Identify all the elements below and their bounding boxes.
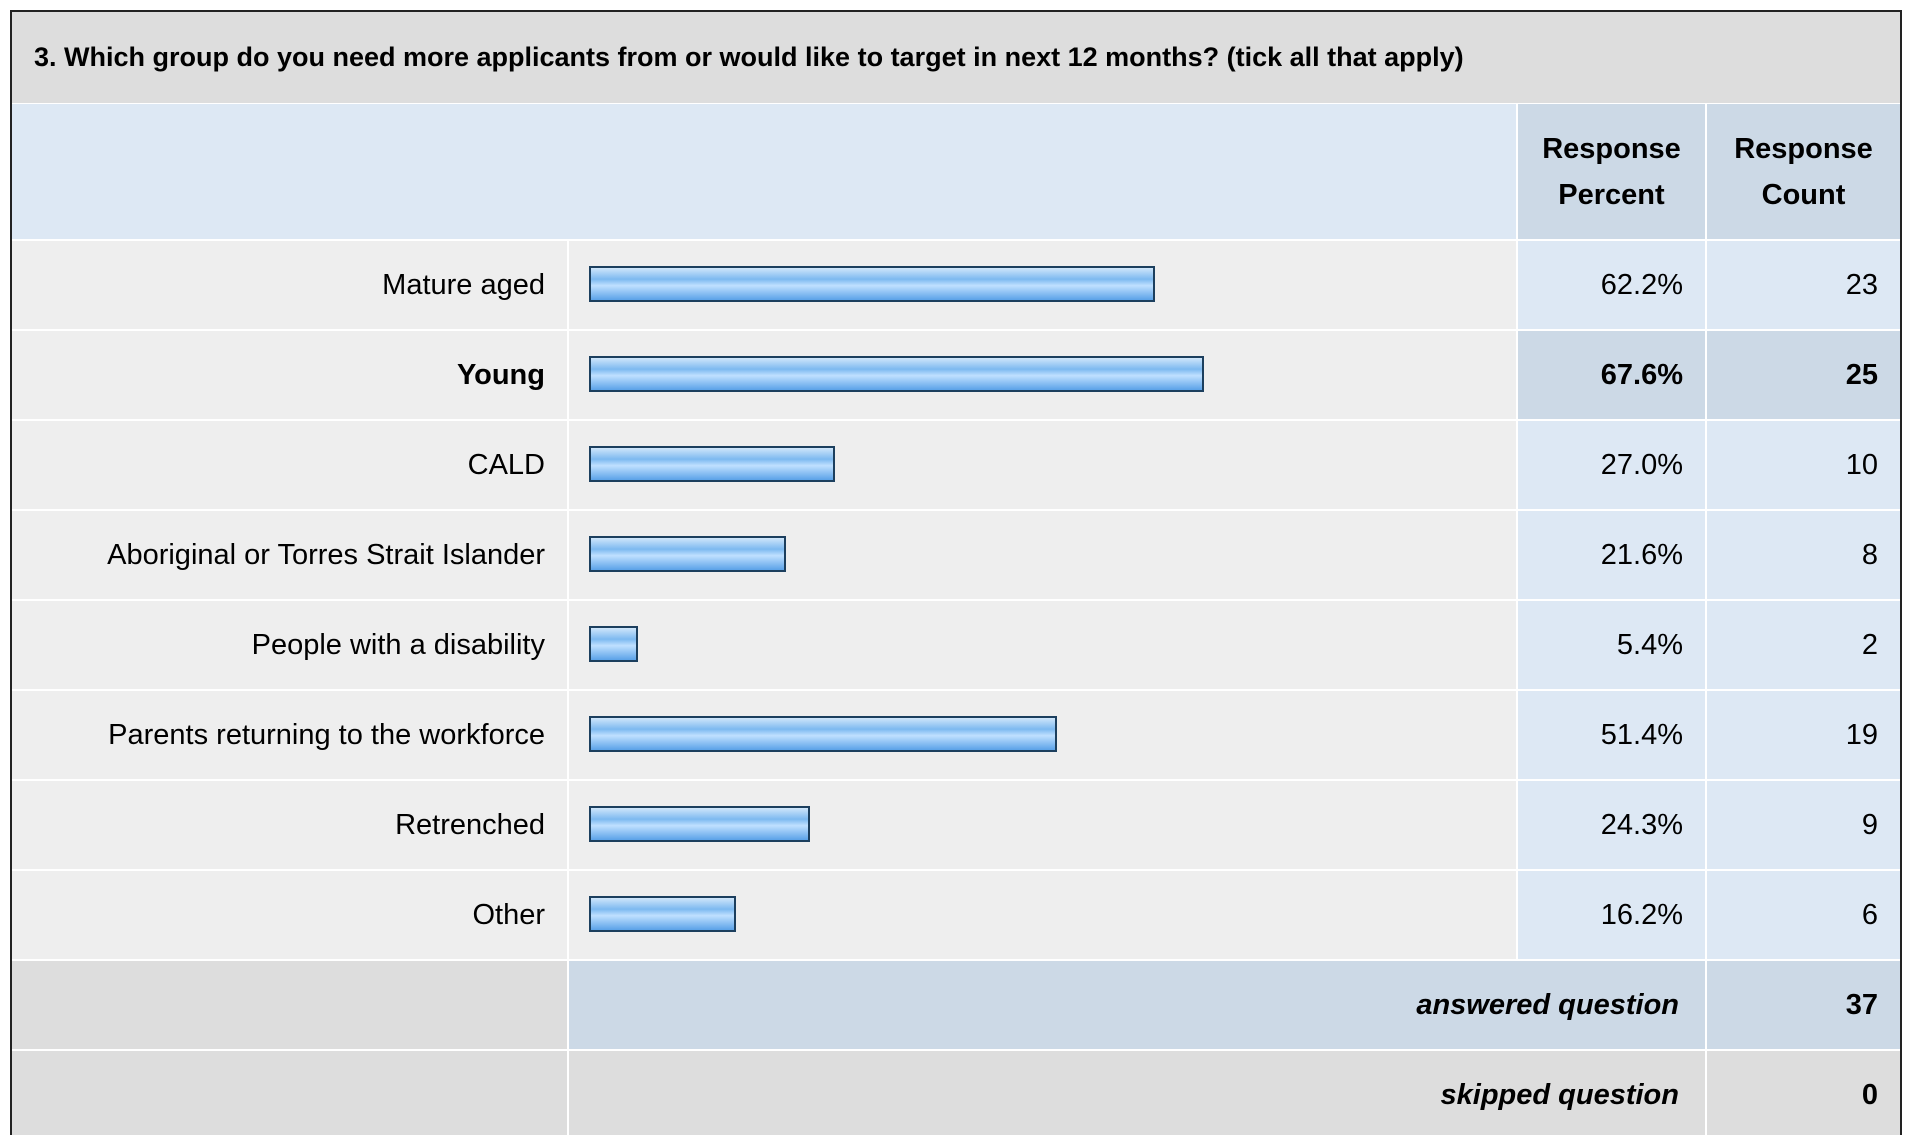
- row-label: People with a disability: [12, 599, 567, 689]
- header-blank: [12, 104, 1516, 239]
- response-count: 19: [1705, 689, 1900, 779]
- response-count: 25: [1705, 329, 1900, 419]
- column-header: Response Percent: [1516, 104, 1705, 239]
- bar: [589, 716, 1057, 752]
- bar: [589, 626, 639, 662]
- row-label: Young: [12, 329, 567, 419]
- title: 3. Which group do you need more applican…: [12, 12, 1900, 104]
- response-percent: 67.6%: [1516, 329, 1705, 419]
- bar: [589, 446, 835, 482]
- row-label: CALD: [12, 419, 567, 509]
- row-label: Other: [12, 869, 567, 959]
- response-percent: 24.3%: [1516, 779, 1705, 869]
- response-percent: 16.2%: [1516, 869, 1705, 959]
- row-label: Mature aged: [12, 239, 567, 329]
- row-label: Retrenched: [12, 779, 567, 869]
- response-percent: 5.4%: [1516, 599, 1705, 689]
- response-count: 2: [1705, 599, 1900, 689]
- response-count: 8: [1705, 509, 1900, 599]
- row-label: Aboriginal or Torres Strait Islander: [12, 509, 567, 599]
- summary-count: 0: [1705, 1049, 1900, 1135]
- response-count: 23: [1705, 239, 1900, 329]
- response-percent: 27.0%: [1516, 419, 1705, 509]
- bar: [589, 536, 786, 572]
- response-percent: 21.6%: [1516, 509, 1705, 599]
- summary-blank: [12, 1049, 567, 1135]
- bar: [589, 266, 1156, 302]
- bar: [589, 806, 811, 842]
- response-count: 9: [1705, 779, 1900, 869]
- response-count: 10: [1705, 419, 1900, 509]
- response-count: 6: [1705, 869, 1900, 959]
- summary-blank: [12, 959, 567, 1049]
- column-header: Response Count: [1705, 104, 1900, 239]
- bar: [589, 896, 737, 932]
- bar: [589, 356, 1205, 392]
- survey-panel: 3. Which group do you need more applican…: [10, 10, 1902, 1135]
- response-percent: 51.4%: [1516, 689, 1705, 779]
- summary-label: skipped question: [567, 1049, 1705, 1135]
- bar-cell: [567, 599, 1516, 689]
- summary-label: answered question: [567, 959, 1705, 1049]
- row-label: Parents returning to the workforce: [12, 689, 567, 779]
- summary-count: 37: [1705, 959, 1900, 1049]
- response-percent: 62.2%: [1516, 239, 1705, 329]
